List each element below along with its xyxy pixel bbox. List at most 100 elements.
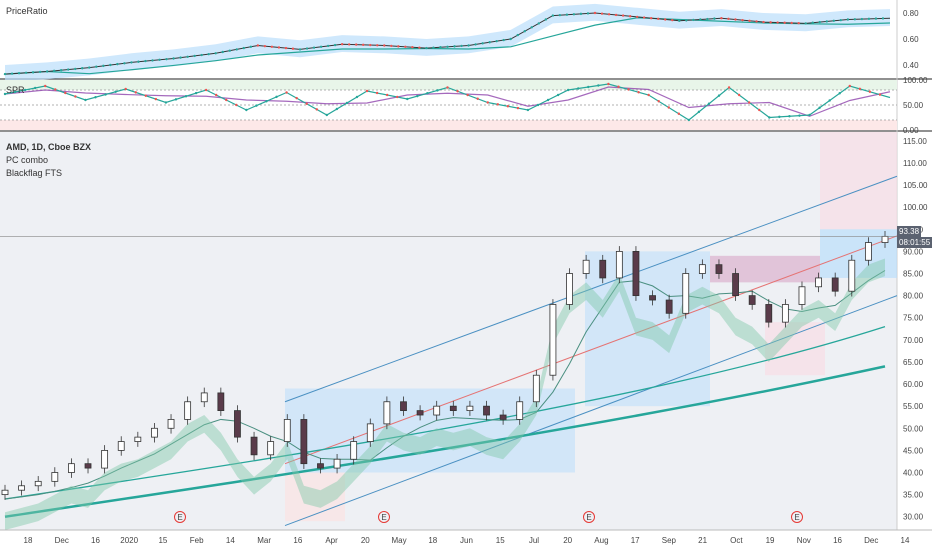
x-tick: 14 [226, 536, 235, 545]
ratio-marker [495, 39, 498, 43]
ratio-marker [881, 17, 885, 20]
ratio-marker [467, 44, 470, 47]
ratio-marker [671, 18, 674, 22]
ratio-marker [298, 48, 302, 51]
spr-marker [587, 85, 590, 89]
candle-body [167, 419, 175, 429]
spr-marker [275, 95, 278, 99]
spr-marker [84, 98, 87, 102]
ratio-marker [137, 60, 140, 63]
spr-marker [124, 87, 127, 91]
ratio-marker [537, 22, 541, 25]
spr-marker [496, 103, 499, 106]
candle-body [499, 414, 507, 420]
x-tick: 17 [631, 536, 640, 545]
x-tick: 19 [766, 536, 775, 545]
x-tick: 16 [293, 536, 302, 545]
ratio-marker [369, 43, 372, 47]
spr-marker [828, 99, 831, 102]
channel-upper [284, 175, 898, 403]
candle-body [516, 401, 524, 420]
spr-marker [566, 88, 570, 92]
ratio-marker [579, 12, 583, 16]
main-y-tick: 55.00 [903, 402, 924, 411]
ratio-marker [593, 11, 597, 15]
spr-marker [315, 108, 318, 111]
ratio-marker [692, 18, 695, 22]
ratio-marker [256, 44, 260, 47]
ratio-marker [811, 21, 814, 24]
main-zone-box [710, 255, 820, 283]
candle-body [151, 427, 158, 438]
x-tick: Mar [257, 536, 271, 545]
candle-body [615, 250, 623, 279]
ratio-marker [88, 66, 91, 69]
candle-body [68, 463, 75, 473]
x-tick: 2020 [120, 536, 138, 545]
ratio-y-tick: 0.40 [903, 61, 919, 70]
candle-body [217, 392, 225, 411]
spr-marker [235, 103, 238, 107]
spr-marker [878, 93, 882, 96]
spr-marker [788, 115, 791, 118]
ratio-marker [741, 18, 744, 22]
ratio-y-tick: 0.80 [903, 9, 919, 18]
ratio-marker [846, 18, 850, 21]
spr-overbought-zone [0, 80, 897, 90]
ratio-marker [228, 49, 231, 52]
spr-marker [33, 86, 37, 90]
candle-body [400, 401, 407, 411]
ratio-marker [270, 45, 274, 48]
ratio-marker [839, 18, 843, 22]
x-tick: 20 [361, 536, 370, 545]
candle-body [566, 273, 573, 305]
x-tick: Dec [55, 536, 69, 545]
spr-marker [174, 98, 178, 101]
channel-lower [284, 295, 898, 527]
ratio-marker [509, 37, 512, 41]
priceratio-title: PriceRatio [6, 6, 48, 16]
spr-y-tick: 100.00 [903, 76, 928, 85]
candle-body [732, 273, 739, 297]
x-tick: 18 [428, 536, 437, 545]
main-y-tick: 35.00 [903, 491, 924, 500]
candle-body [283, 419, 291, 442]
ratio-marker [860, 17, 864, 21]
spr-marker [375, 91, 379, 95]
ratio-marker [523, 30, 526, 33]
ratio-marker [607, 13, 611, 16]
spr-marker [194, 91, 198, 95]
x-tick: Aug [594, 536, 608, 545]
ratio-marker [116, 62, 119, 66]
candle-body [549, 304, 557, 376]
candle-body [1, 489, 9, 496]
candle-body [84, 463, 92, 469]
main-y-tick: 110.00 [903, 159, 927, 168]
x-tick: Nov [797, 536, 811, 545]
spr-marker [848, 84, 851, 88]
ratio-marker [151, 59, 154, 62]
candle-body [532, 374, 540, 403]
spr-marker [406, 97, 409, 101]
ratio-marker [600, 12, 604, 15]
ratio-marker [685, 19, 688, 22]
ratio-marker [130, 61, 133, 64]
earnings-marker [583, 511, 595, 523]
ratio-marker [818, 20, 821, 24]
spr-marker [426, 92, 429, 95]
spr-marker [204, 88, 208, 92]
ratio-marker [867, 17, 871, 21]
spr-marker [697, 110, 701, 114]
candle-body [34, 480, 42, 487]
candle-body [815, 277, 822, 288]
candle-body [317, 463, 324, 469]
ratio-marker [52, 69, 56, 73]
ratio-marker [193, 54, 196, 58]
candle-body [416, 410, 424, 416]
ratio-marker [713, 17, 716, 20]
spr-marker [506, 105, 510, 108]
main-y-tick: 40.00 [903, 469, 924, 478]
candle-body [267, 441, 275, 456]
ratio-marker [24, 71, 28, 75]
